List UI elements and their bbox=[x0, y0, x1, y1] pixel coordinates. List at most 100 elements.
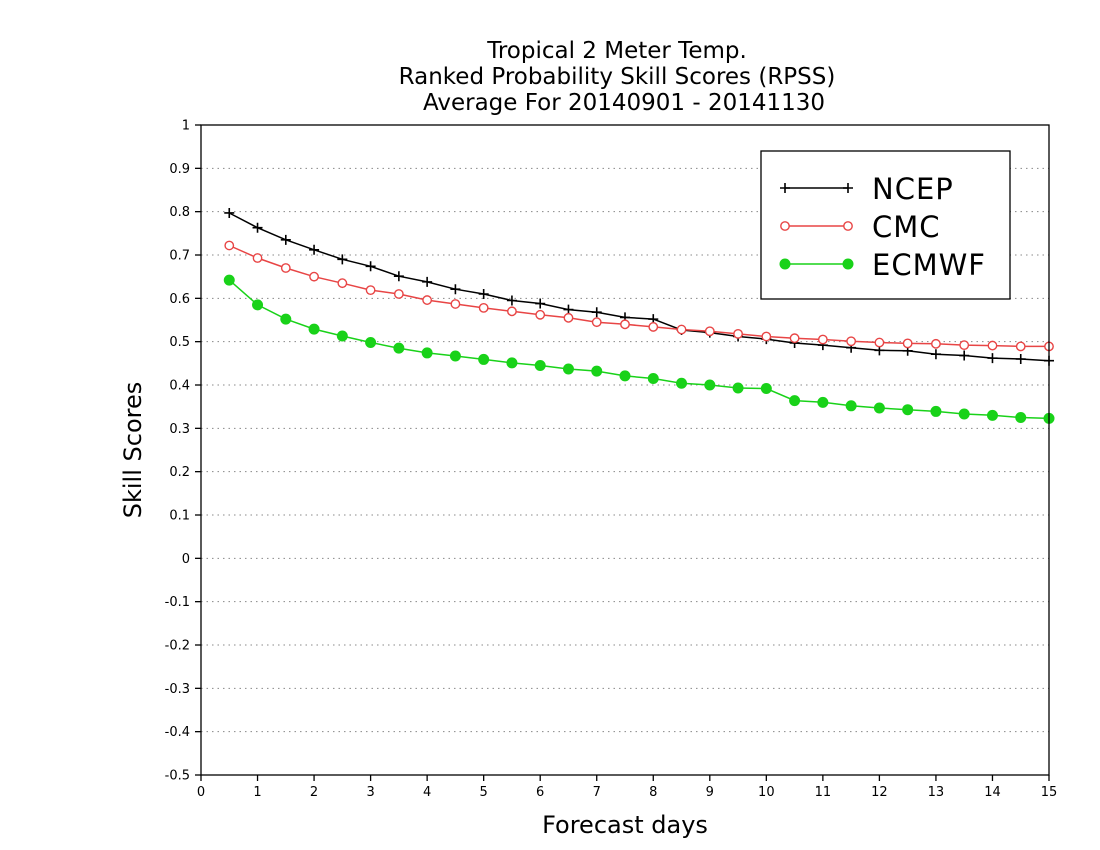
data-point-cmc bbox=[761, 331, 772, 342]
data-point-cmc bbox=[789, 333, 800, 344]
data-point-cmc bbox=[478, 302, 489, 313]
legend-marker-ncep bbox=[780, 183, 790, 193]
y-tick-label: -0.3 bbox=[165, 682, 190, 697]
data-point-ncep bbox=[450, 284, 461, 295]
legend-label-ncep: NCEP bbox=[872, 172, 954, 206]
data-point-cmc bbox=[450, 299, 461, 309]
y-tick-label: 0.3 bbox=[169, 422, 190, 437]
data-point-ecmwf bbox=[902, 404, 914, 416]
x-tick-label: 5 bbox=[480, 785, 488, 800]
y-tick-label: -0.4 bbox=[165, 725, 190, 740]
series-cmc bbox=[224, 240, 1054, 352]
y-tick-label: 1 bbox=[182, 119, 190, 134]
data-point-cmc bbox=[817, 334, 828, 345]
legend-entries: NCEP CMC ECMWF bbox=[779, 172, 986, 282]
chart-title: Tropical 2 Meter Temp. Ranked Probabilit… bbox=[399, 38, 836, 116]
data-point-cmc bbox=[224, 240, 235, 251]
legend: NCEP CMC ECMWF bbox=[760, 150, 1011, 300]
legend-label-cmc: CMC bbox=[872, 210, 941, 244]
data-point-ncep bbox=[506, 295, 517, 306]
legend-entry-ecmwf: ECMWF bbox=[779, 248, 986, 282]
data-point-ncep bbox=[422, 276, 433, 287]
data-point-cmc bbox=[959, 340, 970, 351]
legend-box bbox=[760, 150, 1011, 300]
x-tick-label: 8 bbox=[649, 785, 657, 800]
title-line-1: Tropical 2 Meter Temp. bbox=[486, 38, 747, 64]
plot-frame bbox=[200, 124, 1050, 776]
data-point-cmc bbox=[280, 263, 291, 273]
data-point-cmc bbox=[252, 253, 263, 263]
y-tick-label: 0.7 bbox=[169, 249, 190, 264]
data-point-ncep bbox=[930, 349, 941, 360]
data-point-ecmwf bbox=[449, 350, 461, 362]
data-point-ncep bbox=[478, 289, 489, 299]
title-line-2: Ranked Probability Skill Scores (RPSS) bbox=[399, 64, 836, 90]
x-tick-label: 1 bbox=[253, 785, 261, 800]
data-point-ecmwf bbox=[817, 396, 829, 408]
data-point-cmc bbox=[535, 309, 546, 320]
series-ecmwf bbox=[223, 274, 1055, 424]
data-point-cmc bbox=[704, 326, 715, 337]
data-point-ecmwf bbox=[930, 405, 942, 417]
x-tick-label: 0 bbox=[197, 785, 205, 800]
data-point-ecmwf bbox=[252, 299, 264, 311]
data-point-cmc bbox=[1015, 341, 1026, 352]
x-tick-label: 14 bbox=[984, 785, 1001, 800]
data-point-ecmwf bbox=[732, 382, 744, 394]
data-point-ecmwf bbox=[336, 330, 348, 342]
legend-entry-ncep: NCEP bbox=[780, 172, 954, 206]
x-tick-label: 11 bbox=[815, 785, 832, 800]
data-point-ecmwf bbox=[506, 357, 518, 369]
data-point-ecmwf bbox=[958, 408, 970, 420]
axes: -0.5 -0.4 -0.3 -0.2 -0.1 0 0.1 0.2 0.3 0.4 0.5 0.6 0… bbox=[165, 119, 1058, 801]
data-point-ncep bbox=[365, 261, 376, 272]
y-tick-label: -0.5 bbox=[165, 769, 190, 784]
x-tick-label: 2 bbox=[310, 785, 318, 800]
gridlines bbox=[201, 167, 1049, 733]
y-axis-label: Skill Scores bbox=[119, 382, 147, 519]
data-point-ncep bbox=[280, 234, 291, 245]
data-point-cmc bbox=[393, 289, 404, 299]
data-point-ncep bbox=[393, 271, 404, 282]
series-lines bbox=[223, 207, 1055, 424]
data-point-ncep bbox=[1015, 354, 1026, 364]
data-point-ecmwf bbox=[223, 274, 235, 286]
legend-marker-cmc bbox=[843, 221, 853, 231]
series-line-ecmwf bbox=[228, 279, 1050, 420]
x-tick-label: 6 bbox=[536, 785, 544, 800]
title-line-3: Average For 20140901 - 20141130 bbox=[423, 90, 825, 116]
data-point-ecmwf bbox=[676, 377, 688, 389]
data-point-ecmwf bbox=[591, 365, 603, 377]
data-point-cmc bbox=[422, 295, 433, 305]
data-point-cmc bbox=[507, 306, 517, 317]
data-point-ecmwf bbox=[365, 337, 377, 349]
data-point-cmc bbox=[648, 322, 659, 332]
data-point-cmc bbox=[733, 328, 743, 339]
y-tick-label: -0.1 bbox=[165, 595, 190, 610]
data-point-ncep bbox=[535, 298, 546, 309]
y-tick-label: 0.8 bbox=[169, 205, 190, 220]
data-point-ecmwf bbox=[1015, 412, 1027, 423]
data-point-ecmwf bbox=[534, 360, 546, 371]
data-point-cmc bbox=[874, 337, 885, 348]
data-point-cmc bbox=[365, 285, 376, 295]
x-axis-label: Forecast days bbox=[542, 811, 708, 839]
data-point-ecmwf bbox=[393, 342, 405, 354]
data-point-ecmwf bbox=[789, 395, 801, 407]
data-point-ncep bbox=[987, 353, 998, 364]
y-tick-label: 0 bbox=[182, 552, 190, 567]
legend-entry-cmc: CMC bbox=[780, 210, 941, 244]
x-tick-label: 12 bbox=[871, 785, 888, 800]
legend-marker-ecmwf bbox=[842, 258, 854, 270]
data-point-cmc bbox=[337, 278, 348, 289]
data-point-ncep bbox=[224, 207, 235, 218]
data-point-ecmwf bbox=[421, 347, 433, 359]
x-tick-label: 3 bbox=[366, 785, 374, 800]
y-tick-label: 0.4 bbox=[169, 379, 190, 394]
data-point-ncep bbox=[309, 244, 320, 255]
legend-label-ecmwf: ECMWF bbox=[872, 248, 986, 282]
data-point-ecmwf bbox=[478, 353, 490, 365]
y-tick-label: 0.1 bbox=[169, 509, 190, 524]
data-point-cmc bbox=[931, 338, 941, 349]
